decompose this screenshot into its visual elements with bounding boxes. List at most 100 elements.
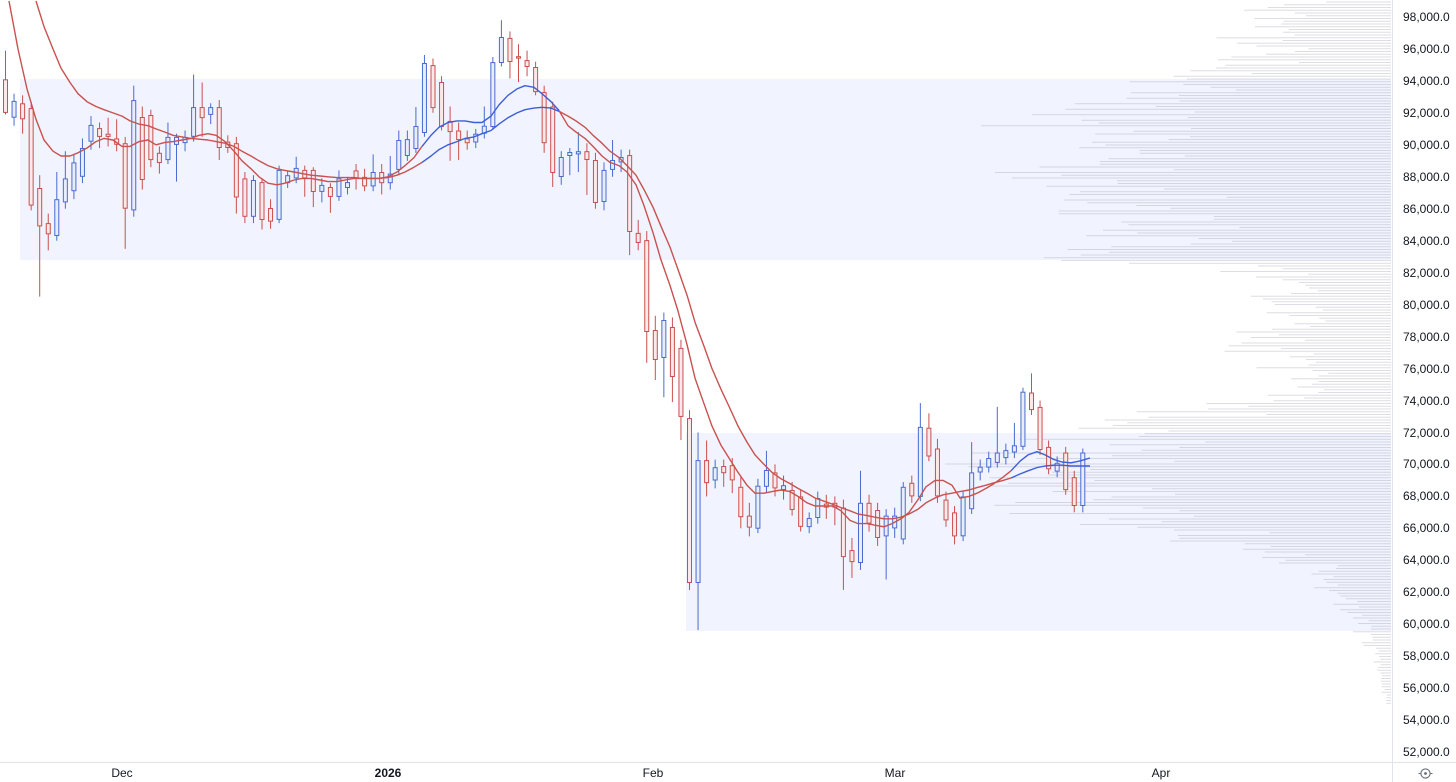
ma-fast-line [8, 0, 1091, 528]
candle-body [3, 79, 8, 113]
price-axis-label: 82,000.0 [1403, 265, 1450, 280]
candle-body [473, 133, 479, 143]
candle-body [54, 199, 60, 236]
candle-body [1003, 450, 1009, 459]
candle-body [199, 107, 205, 119]
candle-body [276, 169, 282, 220]
candle-body [652, 330, 658, 360]
candle-body [122, 143, 128, 209]
candle-body [781, 485, 787, 491]
time-axis[interactable]: Dec 2026 Feb Mar Apr [0, 762, 1392, 782]
candle-body [139, 117, 145, 180]
price-axis-label: 54,000.0 [1403, 713, 1450, 728]
candle-body [584, 151, 590, 160]
candle-body [644, 240, 650, 333]
candle-body [567, 152, 573, 156]
price-axis-label: 80,000.0 [1403, 297, 1450, 312]
candle-body [456, 130, 462, 141]
crosshair-target-icon[interactable] [1418, 766, 1433, 781]
candle-body [875, 510, 881, 538]
price-axis-label: 72,000.0 [1403, 425, 1450, 440]
candle-body [721, 466, 727, 474]
candle-body [148, 115, 154, 161]
price-axis-label: 62,000.0 [1403, 585, 1450, 600]
candle-body [37, 188, 43, 227]
candle-body [97, 128, 103, 137]
candle-body [866, 502, 872, 524]
candle-wick [612, 140, 614, 177]
time-axis-label: Mar [884, 766, 906, 780]
volume-profile-bars [945, 1, 1391, 704]
candle-wick [449, 106, 451, 161]
candle-body [11, 100, 17, 118]
candle-body [439, 82, 445, 127]
candle-body [1080, 452, 1086, 506]
candle-body [1029, 392, 1034, 411]
candle-body [969, 472, 975, 510]
candle-body [661, 320, 667, 358]
candle-wick [116, 119, 118, 152]
candle-body [79, 148, 85, 177]
price-axis-label: 66,000.0 [1403, 521, 1450, 536]
supply-demand-zone [686, 433, 1391, 631]
price-axis-label: 96,000.0 [1403, 42, 1450, 56]
candle-body [1071, 477, 1077, 507]
price-axis-label: 56,000.0 [1403, 681, 1450, 696]
ma-slow-segment [1010, 464, 1090, 479]
candle-body [413, 126, 419, 149]
candle-body [156, 152, 162, 164]
candle-body [729, 465, 735, 481]
candle-body [601, 169, 607, 202]
candle-body [575, 151, 581, 155]
candle-body [387, 173, 393, 184]
candle-body [806, 518, 812, 528]
ma-fast-segment [421, 85, 560, 147]
candle-body [909, 482, 915, 497]
candle-body [977, 466, 983, 473]
candle-body [191, 107, 197, 137]
candle-body [943, 499, 949, 521]
time-axis-label: Apr [1151, 766, 1171, 780]
candle-body [815, 498, 821, 518]
candle-body [712, 467, 718, 481]
price-axis-label: 88,000.0 [1403, 169, 1450, 184]
price-axis-label: 60,000.0 [1403, 617, 1450, 632]
candle-wick [834, 496, 836, 526]
volume-profile [945, 1, 1391, 704]
candle-body [259, 182, 265, 221]
candle-body [541, 92, 547, 144]
candle-wick [518, 44, 519, 83]
candle-body [558, 157, 564, 177]
candle-wick [723, 459, 725, 487]
ma-slow-segment [421, 106, 560, 163]
candle-body [464, 138, 470, 144]
candle-body [763, 470, 769, 487]
candle-body [1011, 445, 1017, 453]
candle-body [524, 60, 530, 67]
price-axis-label: 58,000.0 [1403, 649, 1450, 664]
candle-body [216, 107, 222, 148]
chart-canvas[interactable] [0, 0, 1392, 762]
candle-wick [483, 106, 485, 139]
candle-wick [329, 183, 331, 213]
candle-body [858, 502, 863, 563]
candle-body [627, 155, 633, 233]
candle-wick [389, 156, 391, 190]
price-axis-label: 68,000.0 [1403, 489, 1450, 504]
candle-body [687, 418, 692, 583]
candle-body [362, 176, 368, 187]
ma-fast-segment [558, 110, 1012, 528]
candle-body [798, 496, 804, 527]
candle-wick [107, 117, 109, 147]
candle-body [917, 426, 923, 497]
candle-body [1054, 462, 1060, 472]
ma-fast-segment [1010, 451, 1091, 472]
candle-body [396, 140, 402, 170]
candle-body [71, 162, 77, 192]
candle-wick [586, 143, 588, 195]
price-axis[interactable]: 98,000.0 96,000.0 94,000.0 92,000.0 90,000.0… [1392, 0, 1456, 762]
candle-body [404, 139, 410, 157]
candle-body [131, 100, 137, 211]
candle-body [165, 136, 171, 161]
